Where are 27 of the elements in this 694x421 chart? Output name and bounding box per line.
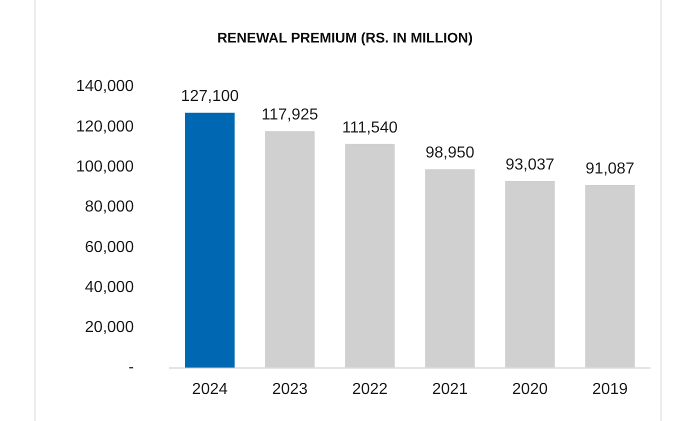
x-tick-label: 2019: [592, 380, 628, 398]
x-tick-label: 2024: [192, 380, 228, 398]
data-label: 91,087: [586, 160, 635, 178]
y-tick-label: 140,000: [76, 78, 134, 96]
data-label: 111,540: [342, 119, 398, 136]
chart-title: RENEWAL PREMIUM (RS. IN MILLION): [217, 29, 473, 46]
y-tick-label: 80,000: [84, 198, 134, 216]
bar: [185, 112, 235, 368]
bar: [265, 131, 315, 368]
data-label: 127,100: [180, 88, 239, 106]
x-tick-label: 2021: [432, 380, 468, 398]
data-label: 93,037: [505, 156, 555, 174]
data-label: 117,925: [262, 106, 318, 124]
data-label: 98,950: [425, 144, 474, 162]
bar: [505, 181, 555, 368]
y-tick-label: 100,000: [76, 158, 134, 176]
y-tick-label: 60,000: [84, 238, 134, 256]
bar: [425, 169, 475, 368]
bar: [345, 144, 395, 368]
y-tick-label: -: [128, 359, 134, 376]
bar: [585, 184, 635, 368]
x-tick-label: 2022: [352, 380, 388, 398]
x-tick-label: 2020: [512, 380, 548, 398]
y-tick-label: 120,000: [76, 118, 134, 136]
x-tick-label: 2023: [272, 380, 308, 398]
y-tick-label: 40,000: [84, 278, 134, 296]
y-tick-label: 20,000: [84, 319, 134, 336]
